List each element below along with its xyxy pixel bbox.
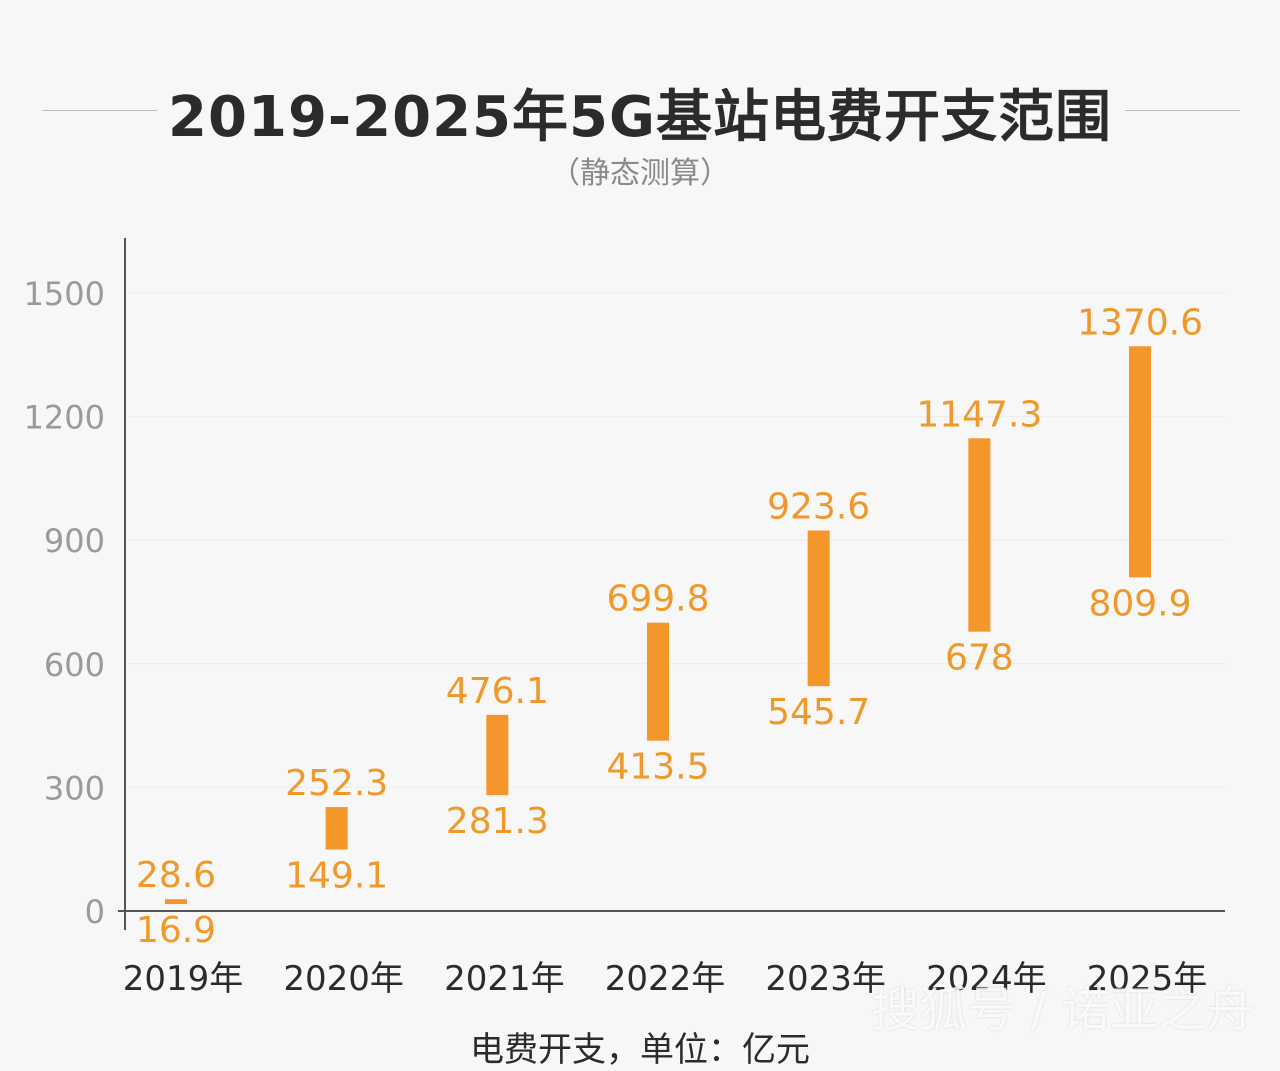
- category-label-6: 2025年: [1087, 959, 1208, 999]
- y-tick-label-1200: 1200: [24, 399, 105, 437]
- range-bar-0: [165, 899, 187, 905]
- category-label-3: 2022年: [605, 959, 726, 999]
- range-bar-6: [1129, 346, 1151, 578]
- footer-caption: 电费开支，单位：亿元: [470, 1030, 810, 1070]
- range-bar-4: [807, 530, 830, 687]
- low-value-label-1: 149.1: [285, 856, 388, 897]
- chart-subtitle: （静态测算）: [550, 156, 730, 191]
- high-value-label-2: 476.1: [446, 671, 549, 712]
- range-bar-2: [486, 714, 509, 796]
- high-value-label-6: 1370.6: [1077, 302, 1203, 343]
- category-labels: 2019年 2020年 2021年 2022年 2023年 2024年 2025年: [123, 959, 1208, 999]
- low-value-label-3: 413.5: [606, 747, 709, 788]
- title-rule-right: [1125, 110, 1240, 111]
- high-value-label-4: 923.6: [767, 486, 870, 527]
- high-value-label-3: 699.8: [606, 579, 709, 620]
- watermark: 搜狐号 / 诺亚之舟: [871, 982, 1254, 1038]
- bars: [165, 346, 1151, 905]
- chart-title: 2019-2025年5G基站电费开支范围: [168, 85, 1112, 150]
- range-bar-5: [968, 438, 991, 632]
- low-value-label-2: 281.3: [446, 801, 549, 842]
- low-value-label-0: 16.9: [136, 910, 216, 951]
- value-labels: 28.6 16.9 252.3 149.1 476.1 281.3 699.8 413.5 92…: [136, 302, 1203, 951]
- y-tick-label-0: 0: [85, 893, 105, 931]
- category-label-0: 2019年: [123, 959, 244, 999]
- y-tick-label-1500: 1500: [24, 275, 105, 313]
- y-tick-label-300: 300: [44, 769, 105, 807]
- category-label-2: 2021年: [444, 959, 565, 999]
- high-value-label-0: 28.6: [136, 855, 216, 896]
- grid-lines: [125, 292, 1225, 788]
- chart-canvas: 0 300 600 900 1200 1500 28.6 16.9 252.3 149.1 476…: [24, 238, 1225, 999]
- y-tick-label-900: 900: [44, 522, 105, 560]
- low-value-label-5: 678: [945, 638, 1014, 679]
- category-label-1: 2020年: [283, 959, 404, 999]
- low-value-label-6: 809.9: [1088, 583, 1191, 624]
- high-value-label-1: 252.3: [285, 763, 388, 804]
- range-bar-1: [325, 807, 348, 850]
- title-rule-left: [42, 110, 157, 111]
- category-label-4: 2023年: [765, 959, 886, 999]
- y-tick-label-600: 600: [44, 646, 105, 684]
- category-label-5: 2024年: [926, 959, 1047, 999]
- high-value-label-5: 1147.3: [916, 394, 1042, 435]
- range-bar-3: [647, 622, 669, 741]
- y-tick-labels: 0 300 600 900 1200 1500: [24, 275, 105, 931]
- low-value-label-4: 545.7: [767, 692, 870, 733]
